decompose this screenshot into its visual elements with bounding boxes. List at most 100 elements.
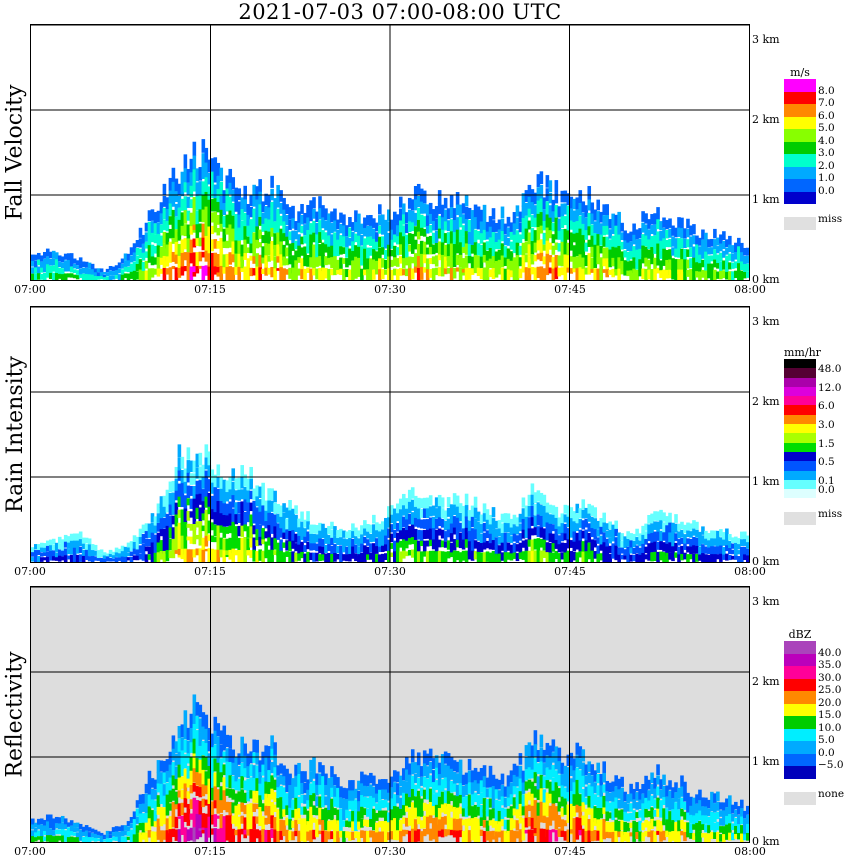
echo-cell <box>216 723 221 737</box>
echo-cell <box>641 257 645 264</box>
fall-velocity-plot[interactable] <box>30 24 750 281</box>
echo-cell <box>300 531 304 541</box>
echo-cell <box>587 266 592 275</box>
echo-cell <box>467 551 472 560</box>
echo-cell <box>171 538 176 554</box>
echo-cell <box>147 794 152 807</box>
echo-cell <box>315 268 319 280</box>
echo-cell <box>545 767 550 782</box>
echo-cell <box>491 244 496 261</box>
echo-cell <box>449 805 454 812</box>
echo-cell <box>461 819 466 826</box>
echo-cell <box>419 776 424 786</box>
echo-cell <box>273 244 277 257</box>
echo-cell <box>351 523 355 532</box>
legend-swatch <box>784 154 816 167</box>
echo-cell <box>267 782 271 798</box>
echo-cell <box>632 234 636 245</box>
echo-cell <box>482 552 487 562</box>
echo-cell <box>608 259 612 268</box>
echo-cell <box>180 828 185 833</box>
echo-cell <box>135 555 140 561</box>
echo-cell <box>677 820 681 832</box>
echo-cell <box>590 830 595 842</box>
rain-intensity-plot[interactable] <box>30 306 750 563</box>
echo-cell <box>533 758 538 774</box>
echo-cell <box>554 180 559 193</box>
echo-cell <box>195 224 200 242</box>
echo-cell <box>485 788 490 798</box>
echo-cell <box>180 763 185 776</box>
echo-cell <box>425 778 430 793</box>
echo-cell <box>204 147 209 164</box>
echo-cell <box>485 241 490 251</box>
echo-cell <box>587 212 592 228</box>
echo-cell <box>264 510 268 523</box>
echo-cell <box>533 230 538 248</box>
echo-cell <box>342 530 346 538</box>
echo-cell <box>270 175 274 188</box>
echo-cell <box>267 794 271 808</box>
echo-cell <box>168 751 173 766</box>
echo-cell <box>186 536 191 541</box>
echo-cell <box>581 520 586 530</box>
echo-cell <box>243 743 247 757</box>
echo-cell <box>138 238 143 248</box>
echo-cell <box>404 234 409 249</box>
echo-cell <box>372 830 376 842</box>
echo-cell <box>204 743 209 757</box>
echo-cell <box>156 771 161 786</box>
echo-cell <box>162 195 167 207</box>
echo-cell <box>527 232 532 245</box>
echo-cell <box>261 268 265 274</box>
echo-cell <box>390 552 394 558</box>
echo-cell <box>542 256 547 265</box>
echo-cell <box>542 517 547 527</box>
echo-cell <box>306 821 310 833</box>
reflectivity-plot[interactable] <box>30 586 750 843</box>
echo-cell <box>695 832 699 842</box>
echo-cell <box>240 209 245 221</box>
echo-cell <box>207 727 212 741</box>
echo-cell <box>291 205 295 219</box>
echo-cell <box>93 276 98 280</box>
echo-cell <box>174 502 179 519</box>
echo-cell <box>195 507 200 519</box>
echo-cell <box>407 549 412 556</box>
echo-cell <box>375 803 379 811</box>
echo-cell <box>425 816 430 833</box>
echo-cell <box>470 505 475 518</box>
echo-cell <box>237 227 242 243</box>
echo-cell <box>584 518 589 528</box>
echo-cell <box>363 785 367 797</box>
echo-cell <box>342 258 346 264</box>
echo-cell <box>725 807 729 816</box>
echo-cell <box>159 507 164 520</box>
echo-cell <box>467 770 472 783</box>
echo-cell <box>240 749 245 763</box>
echo-cell <box>75 827 80 832</box>
echo-cell <box>261 528 265 543</box>
echo-cell <box>309 759 313 772</box>
echo-cell <box>96 558 101 561</box>
echo-cell <box>578 818 583 836</box>
echo-cell <box>710 263 714 273</box>
echo-cell <box>524 528 529 539</box>
echo-cell <box>575 755 580 767</box>
echo-cell <box>395 269 400 280</box>
echo-cell <box>482 254 487 263</box>
echo-cell <box>590 528 595 538</box>
echo-cell <box>590 516 595 531</box>
echo-cell <box>659 551 663 561</box>
echo-cell <box>237 549 242 562</box>
echo-cell <box>710 247 714 255</box>
echo-cell <box>602 247 606 261</box>
echo-cell <box>731 555 735 560</box>
echo-cell <box>378 258 382 273</box>
echo-cell <box>662 819 666 826</box>
echo-cell <box>192 498 197 516</box>
echo-cell <box>180 737 185 751</box>
echo-cell <box>440 816 445 831</box>
echo-cell <box>398 256 403 264</box>
echo-cell <box>434 829 439 842</box>
